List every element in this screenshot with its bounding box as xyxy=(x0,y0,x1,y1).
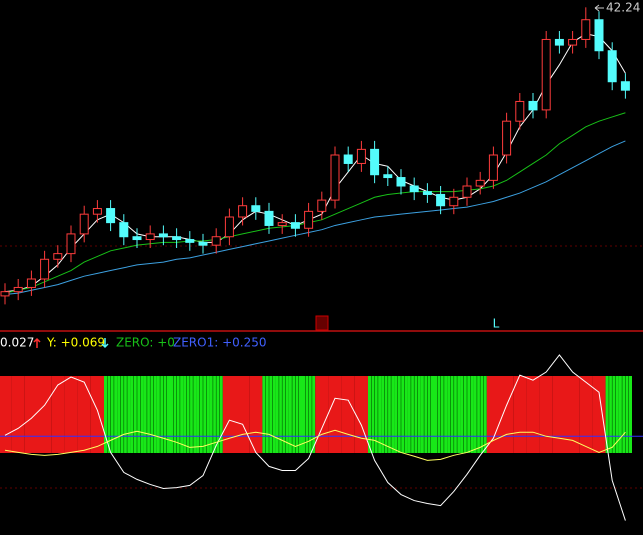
candle-body xyxy=(238,205,248,218)
signal-bar xyxy=(566,376,580,453)
signal-bar xyxy=(328,376,342,453)
signal-bar xyxy=(90,376,104,453)
signal-bar xyxy=(579,376,593,453)
candle-body xyxy=(198,241,208,246)
signal-bar xyxy=(513,376,527,453)
candle-body xyxy=(66,233,76,255)
legend-entry: 0.027 xyxy=(0,336,34,350)
signal-bar xyxy=(354,376,368,453)
signal-bar xyxy=(486,376,500,453)
candle-body xyxy=(594,19,604,52)
signal-bar xyxy=(592,376,606,453)
candle-body xyxy=(317,199,327,212)
candle-body xyxy=(211,236,221,246)
candle-body xyxy=(185,239,195,243)
candle-body xyxy=(528,100,538,111)
candle-body xyxy=(92,208,102,215)
legend-entry: Y: +0.069 xyxy=(46,336,105,350)
signal-bar xyxy=(77,376,91,453)
moving-average xyxy=(4,33,626,293)
candle-body xyxy=(53,253,63,260)
indicator-line xyxy=(4,354,626,521)
candle-body xyxy=(554,38,564,46)
candle-body xyxy=(409,185,419,193)
candle-body xyxy=(422,191,432,195)
signal-bar xyxy=(526,376,540,453)
candle-body xyxy=(515,100,525,122)
candle-body xyxy=(488,154,498,181)
down-arrow-icon xyxy=(101,338,109,349)
candle-body xyxy=(568,38,578,46)
candle-body xyxy=(370,148,380,176)
moving-average xyxy=(4,140,626,295)
candle-body xyxy=(40,258,50,280)
candle-body xyxy=(26,278,36,288)
candle-body xyxy=(145,233,155,241)
signal-bar xyxy=(38,376,52,453)
signal-bar xyxy=(341,376,355,453)
candle-body xyxy=(541,38,551,111)
signal-bar xyxy=(500,376,514,453)
candle-body xyxy=(290,222,300,229)
marker-box xyxy=(315,315,329,331)
candle-body xyxy=(172,236,182,241)
candle-body xyxy=(462,185,472,198)
candle-body xyxy=(396,177,406,187)
candle-body xyxy=(620,81,630,91)
candle-body xyxy=(449,196,459,207)
legend-entry: ZERO1: +0.250 xyxy=(173,336,267,350)
candle-body xyxy=(119,222,129,238)
signal-bar xyxy=(539,376,553,453)
signal-bar xyxy=(51,376,65,453)
candle-body xyxy=(330,154,340,201)
signal-bar xyxy=(249,376,263,453)
indicator-line xyxy=(4,429,626,461)
signal-bar xyxy=(315,376,329,453)
candle-body xyxy=(79,213,89,235)
candle-body xyxy=(436,193,446,207)
high-arrow xyxy=(594,4,600,12)
candle-body xyxy=(356,148,366,164)
candle-body xyxy=(264,210,274,226)
candle-body xyxy=(224,216,234,238)
candle-body xyxy=(0,291,10,297)
signal-bar xyxy=(64,376,78,453)
signal-bar xyxy=(11,376,25,453)
candle-body xyxy=(277,222,287,226)
signal-bar xyxy=(222,376,236,453)
candle-body xyxy=(383,174,393,179)
candle-body xyxy=(158,233,168,238)
candle-body xyxy=(13,286,23,293)
signal-bar xyxy=(236,376,250,453)
candle-body xyxy=(251,205,261,212)
candle-body xyxy=(106,208,116,224)
candle-body xyxy=(343,154,353,164)
signal-bar xyxy=(552,376,566,453)
signal-bar xyxy=(24,376,38,453)
moving-average xyxy=(4,112,626,294)
candle-body xyxy=(502,120,512,156)
signal-bar xyxy=(0,376,12,453)
high-label: 42.24 xyxy=(606,1,640,15)
candle-body xyxy=(607,50,617,83)
candle-body xyxy=(475,179,485,187)
marker: L xyxy=(493,317,500,331)
legend-entry: ZERO: +0 xyxy=(116,336,175,350)
candle-body xyxy=(581,19,591,40)
up-arrow-icon xyxy=(33,337,41,348)
candle-body xyxy=(132,236,142,241)
candle-body xyxy=(304,210,314,229)
